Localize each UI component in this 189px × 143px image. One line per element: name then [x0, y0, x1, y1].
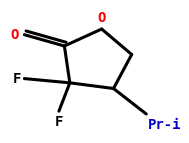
- Text: O: O: [98, 11, 106, 25]
- Text: Pr-i: Pr-i: [148, 118, 182, 132]
- Text: F: F: [55, 115, 63, 129]
- Text: O: O: [11, 28, 19, 42]
- Text: F: F: [12, 72, 21, 86]
